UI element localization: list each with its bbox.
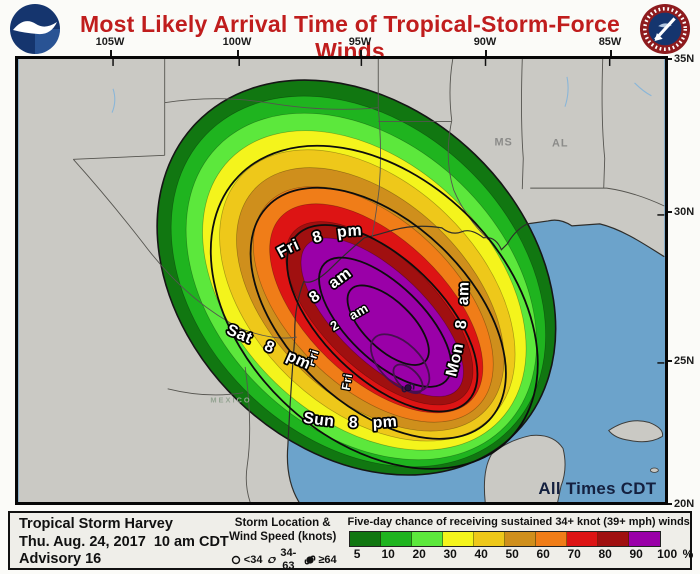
- legend-cell-40: [474, 532, 506, 546]
- legend-tick-label-20: 20: [412, 547, 426, 561]
- lat-label-20n: 20N: [666, 498, 694, 512]
- map-canvas: Fri 8 pm 8 am 2 am Fri Fri Sat 8 pm Sun …: [18, 58, 665, 506]
- legend-cell-60: [536, 532, 568, 546]
- lon-label-100w: 100W: [222, 36, 252, 48]
- lon-tick: [610, 50, 612, 56]
- probability-legend-title: Five-day chance of receiving sustained 3…: [347, 516, 690, 528]
- all-times-footnote: All Times CDT: [538, 479, 656, 498]
- lat-tick: [666, 360, 672, 363]
- country-label-mexico: MEXICO: [210, 396, 251, 405]
- legend-tick-label-10: 10: [381, 547, 395, 561]
- lon-label-95w: 95W: [348, 36, 372, 48]
- nws-logo: [638, 3, 692, 55]
- land-islet: [650, 467, 659, 473]
- lon-tick: [237, 50, 239, 56]
- open-circle-icon: [231, 555, 240, 565]
- legend-cell-20: [411, 532, 443, 546]
- legend-tick-label-50: 50: [505, 547, 519, 561]
- symbol-legend-title-1: Storm Location &: [234, 517, 331, 529]
- hurricane-icon: [304, 555, 316, 565]
- info-panel: Tropical Storm Harvey Thu. Aug. 24, 2017…: [8, 511, 693, 572]
- time-label-fri-small-2: Fri: [339, 372, 356, 391]
- symbol-item-tropical-storm: 34-63: [267, 547, 298, 573]
- legend-unit-label: %: [682, 547, 694, 561]
- lon-label-90w: 90W: [473, 36, 497, 48]
- lon-tick: [360, 50, 362, 56]
- state-borders: [72, 58, 665, 506]
- legend-colorbar: [348, 531, 661, 547]
- probability-ring-90pct: [300, 237, 464, 397]
- wind-arrival-map: Fri 8 pm 8 am 2 am Fri Fri Sat 8 pm Sun …: [15, 56, 668, 506]
- frame-ticks: [112, 59, 665, 364]
- probability-legend: Five-day chance of receiving sustained 3…: [337, 513, 700, 568]
- legend-cell-80: [598, 532, 630, 546]
- legend-tick-label-70: 70: [567, 547, 581, 561]
- legend-cell-70: [567, 532, 599, 546]
- lat-tick: [666, 503, 672, 506]
- symbol-legend-title-2: Wind Speed (knots): [229, 530, 337, 543]
- legend-tick-label-5: 5: [353, 547, 361, 561]
- legend-tick-label-80: 80: [598, 547, 612, 561]
- inner-purple-contours: [370, 333, 431, 395]
- legend-tickrow: 5 10 20 30 40 50 60 70 80 90 100%: [334, 547, 697, 561]
- legend-tick-label-30: 30: [443, 547, 457, 561]
- legend-tick-label-100: 100: [657, 547, 678, 561]
- legend-cell-30: [442, 532, 475, 546]
- lon-label-105w: 105W: [95, 36, 125, 48]
- land-cuba: [607, 420, 664, 443]
- legend-cell-90: [629, 532, 660, 546]
- lon-tick: [110, 50, 112, 56]
- state-label-al: AL: [552, 137, 569, 149]
- lon-tick: [485, 50, 487, 56]
- lat-tick: [666, 211, 672, 214]
- noaa-logo: [9, 3, 61, 55]
- storm-info-block: Tropical Storm Harvey Thu. Aug. 24, 2017…: [10, 513, 229, 568]
- legend-tick-label-90: 90: [629, 547, 643, 561]
- legend-cell-10: [380, 532, 412, 546]
- legend-tick-label-40: 40: [474, 547, 488, 561]
- tropical-storm-icon: [268, 556, 277, 564]
- advisory-number: Advisory 16: [19, 551, 102, 568]
- issued-datetime: Thu. Aug. 24, 2017 10 am CDT: [19, 533, 229, 550]
- wind-probability-rings: [156, 79, 557, 476]
- lon-label-85w: 85W: [598, 36, 622, 48]
- lat-label-30n: 30N: [666, 206, 694, 220]
- symbol-item-hurricane: ≥64: [303, 553, 337, 567]
- storm-name: Tropical Storm Harvey: [19, 516, 173, 532]
- symbol-item-depression: <34: [229, 553, 262, 567]
- lat-label-25n: 25N: [666, 355, 694, 369]
- land-yucatan: [483, 434, 566, 506]
- storm-symbol-legend: Storm Location & Wind Speed (knots) <34 …: [229, 513, 337, 572]
- storm-location-symbol: [401, 383, 415, 393]
- legend-cell-5: [349, 532, 381, 546]
- lat-label-35n: 35N: [666, 53, 694, 67]
- time-label-fri-small-1: Fri: [303, 348, 321, 368]
- lat-tick: [666, 58, 672, 61]
- legend-tick-label-60: 60: [536, 547, 550, 561]
- legend-cell-50: [505, 532, 537, 546]
- state-label-ms: MS: [494, 136, 512, 148]
